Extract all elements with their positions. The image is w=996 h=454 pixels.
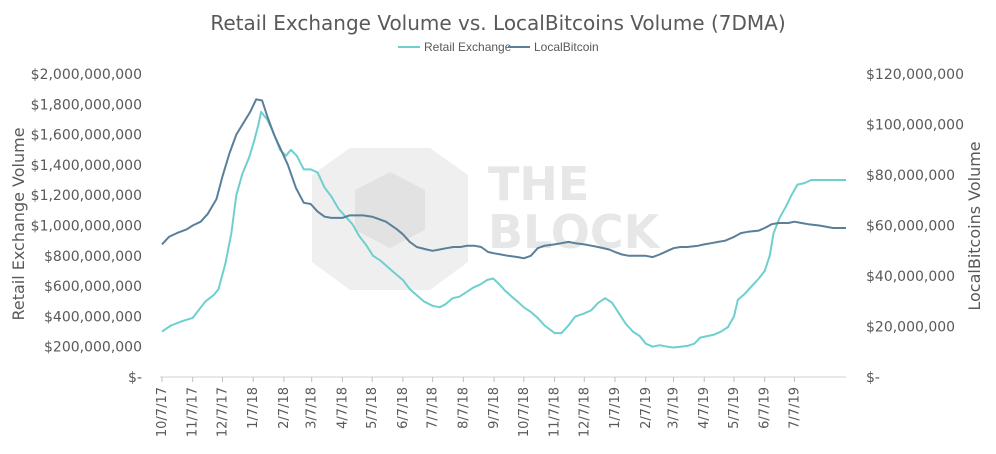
y-tick-left-label: $600,000,000 xyxy=(44,279,142,295)
y-tick-left-label: $200,000,000 xyxy=(44,340,142,356)
x-tick-label: 10/7/17 xyxy=(155,387,170,437)
legend: Retail Exchange LocalBitcoin xyxy=(398,40,599,54)
x-tick-label: 4/7/19 xyxy=(697,387,712,429)
y-tick-left-label: $1,000,000,000 xyxy=(31,219,142,235)
y-tick-right-label: $40,000,000 xyxy=(866,269,955,285)
x-tick-label: 6/7/18 xyxy=(396,387,411,429)
y-tick-left-label: $1,400,000,000 xyxy=(31,158,142,174)
x-tick-label: 7/7/19 xyxy=(787,387,802,429)
chart-title: Retail Exchange Volume vs. LocalBitcoins… xyxy=(210,11,785,35)
y-tick-left-label: $- xyxy=(128,370,142,386)
y-tick-left-label: $400,000,000 xyxy=(44,309,142,325)
x-tick-label: 7/7/18 xyxy=(426,387,441,429)
series-layer xyxy=(161,98,846,349)
y-axis-right: $- $20,000,000 $40,000,000 $60,000,000 $80,0… xyxy=(866,67,964,386)
x-tick-label: 4/7/18 xyxy=(335,387,350,429)
y-tick-right-label: $120,000,000 xyxy=(866,67,964,83)
x-tick-label: 1/7/18 xyxy=(246,387,261,429)
x-tick-label: 12/7/18 xyxy=(577,387,592,437)
y-tick-right-label: $20,000,000 xyxy=(866,320,955,336)
x-tick-label: 11/7/18 xyxy=(548,387,563,437)
y-tick-right-label: $80,000,000 xyxy=(866,168,955,184)
x-tick-label: 8/7/18 xyxy=(456,387,471,429)
y-tick-left-label: $2,000,000,000 xyxy=(31,67,142,83)
x-tick-label: 3/7/19 xyxy=(667,387,682,429)
x-tick-label: 3/7/18 xyxy=(305,387,320,429)
y-tick-right-label: $100,000,000 xyxy=(866,118,964,134)
y-axis-left: $- $200,000,000 $400,000,000 $600,000,000 $8… xyxy=(31,67,142,386)
y-axis-title-left: Retail Exchange Volume xyxy=(9,127,28,320)
legend-label-retail-exchange: Retail Exchange xyxy=(424,40,512,54)
y-axis-title-right: LocalBitcoins Volume xyxy=(965,141,984,310)
x-tick-label: 10/7/18 xyxy=(517,387,532,437)
x-tick-label: 12/7/17 xyxy=(215,387,230,437)
x-tick-label: 2/7/18 xyxy=(277,387,292,429)
y-tick-left-label: $1,200,000,000 xyxy=(31,188,142,204)
watermark-text-line-1: THE xyxy=(488,157,589,211)
x-tick-label: 6/7/19 xyxy=(758,387,773,429)
watermark-logo: THE BLOCK xyxy=(312,148,662,290)
y-tick-left-label: $800,000,000 xyxy=(44,249,142,265)
y-tick-right-label: $60,000,000 xyxy=(866,219,955,235)
x-axis: 10/7/17 11/7/17 12/7/17 1/7/18 2/7/18 3/7/18 4… xyxy=(155,377,802,437)
watermark-text-line-2: BLOCK xyxy=(488,205,662,259)
legend-label-localbitcoin: LocalBitcoin xyxy=(534,40,599,54)
x-tick-label: 5/7/19 xyxy=(727,387,742,429)
x-tick-label: 1/7/19 xyxy=(608,387,623,429)
y-tick-right-label: $- xyxy=(866,370,880,386)
watermark-hex-inner xyxy=(355,172,425,248)
y-tick-left-label: $1,600,000,000 xyxy=(31,128,142,144)
x-tick-label: 11/7/17 xyxy=(186,387,201,437)
y-tick-left-label: $1,800,000,000 xyxy=(31,97,142,113)
x-tick-label: 5/7/18 xyxy=(365,387,380,429)
x-tick-label: 2/7/19 xyxy=(639,387,654,429)
x-tick-label: 9/7/18 xyxy=(487,387,502,429)
series-line-localbitcoin xyxy=(161,98,846,260)
